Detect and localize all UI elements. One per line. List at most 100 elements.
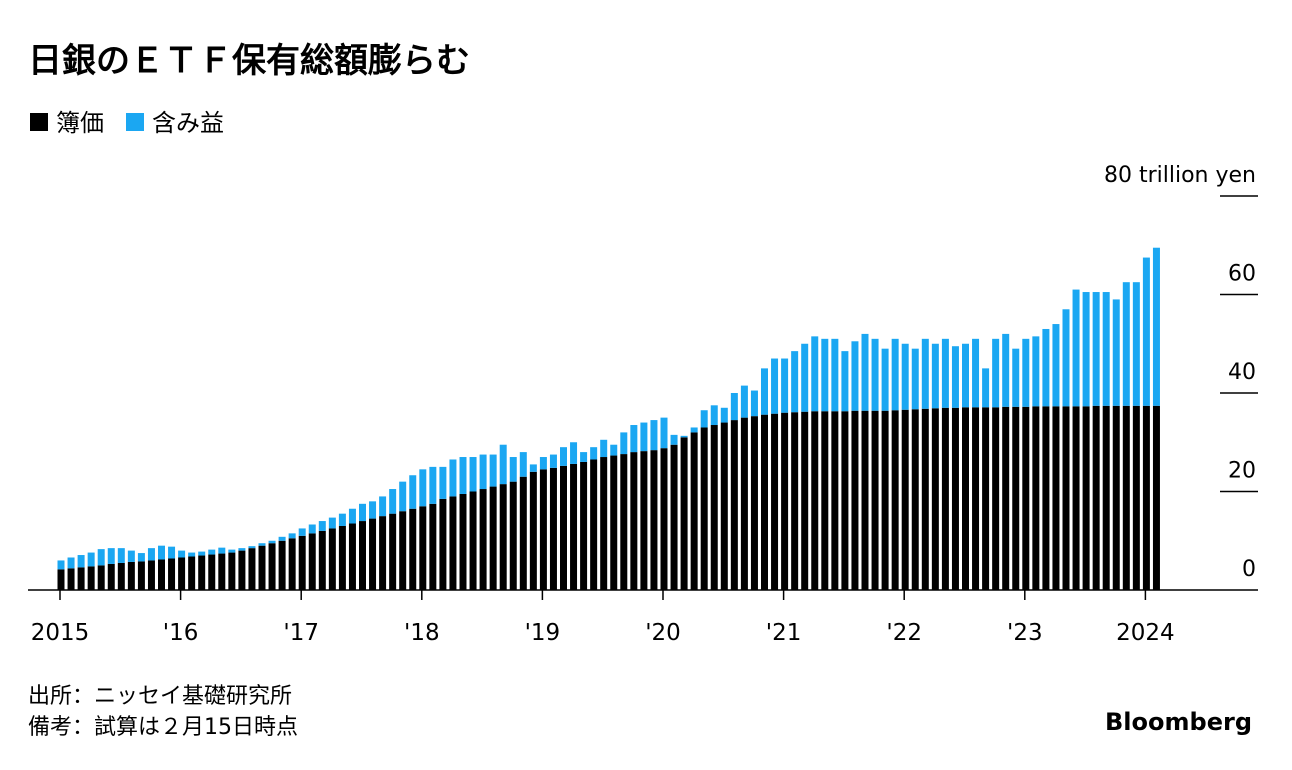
bar-segment — [348, 523, 356, 590]
bar-segment — [600, 439, 608, 458]
bar-segment — [630, 425, 638, 453]
bar-segment — [198, 551, 206, 556]
bar-segment — [359, 503, 366, 522]
bar-segment — [328, 517, 336, 529]
bar-segment — [67, 568, 75, 590]
bar-segment — [1022, 406, 1030, 590]
bar-segment — [951, 407, 959, 590]
bar-segment — [992, 338, 1000, 408]
bar-segment — [1012, 406, 1020, 590]
bar-segment — [439, 466, 447, 499]
bar-segment — [670, 444, 678, 590]
x-tick-label: '18 — [404, 620, 440, 646]
bar-segment — [489, 454, 497, 487]
bar-segment — [891, 410, 899, 590]
bar-segment — [941, 338, 949, 408]
bar-segment — [449, 496, 457, 590]
bar-segment — [228, 552, 236, 590]
bar-segment — [479, 489, 487, 590]
bar-segment — [1002, 406, 1010, 590]
bar-segment — [740, 385, 748, 418]
bar-segment — [841, 351, 849, 412]
bar-segment — [781, 412, 789, 590]
bar-segment — [761, 368, 768, 415]
bar-segment — [580, 461, 588, 590]
bar-segment — [539, 469, 547, 590]
bar-segment — [1102, 405, 1110, 590]
bar-segment — [630, 452, 638, 590]
bar-segment — [660, 417, 668, 449]
bar-segment — [308, 533, 316, 590]
bar-segment — [77, 567, 85, 590]
note: 出所：ニッセイ基礎研究所 — [28, 684, 292, 709]
bar-segment — [359, 521, 366, 590]
chart-title: 日銀のＥＴＦ保有総額膨らむ — [28, 41, 470, 81]
note: 備考：試算は２月15日時点 — [28, 715, 298, 740]
bar-segment — [549, 467, 557, 590]
bar-segment — [801, 411, 809, 590]
bar-segment — [1052, 324, 1060, 407]
bar-segment — [901, 409, 909, 590]
bar-segment — [318, 521, 326, 531]
bar-segment — [338, 525, 346, 590]
bar-segment — [831, 338, 839, 412]
bar-segment — [338, 513, 346, 526]
bar-segment — [610, 455, 618, 590]
bar-segment — [208, 549, 216, 555]
bar-segment — [1112, 299, 1120, 406]
bar-segment — [117, 562, 125, 590]
bar-segment — [1082, 406, 1090, 590]
bar-segment — [771, 413, 779, 590]
bar-segment — [137, 561, 145, 590]
bar-segment — [600, 457, 608, 590]
bar-segment — [750, 416, 758, 590]
bar-segment — [278, 540, 286, 590]
bar-segment — [117, 548, 125, 563]
bar-segment — [1142, 257, 1150, 406]
x-tick-label: 2015 — [31, 620, 90, 646]
bar-segment — [1032, 406, 1040, 590]
y-tick-label: 60 — [1228, 262, 1256, 287]
bar-segment — [288, 533, 296, 539]
bar-segment — [660, 448, 668, 590]
bar-segment — [730, 393, 738, 421]
bar-segment — [962, 407, 969, 590]
x-tick-label: '23 — [1007, 620, 1043, 646]
bar-segment — [640, 451, 648, 590]
bar-segment — [750, 390, 758, 417]
bar-segment — [972, 338, 980, 408]
bar-segment — [1152, 247, 1160, 406]
bar-segment — [720, 407, 728, 423]
bar-segment — [1052, 406, 1060, 590]
bar-segment — [982, 368, 990, 408]
bar-segment — [680, 437, 688, 590]
bar-segment — [238, 548, 246, 551]
bar-segment — [77, 555, 85, 568]
bar-segment — [620, 454, 628, 590]
bar-segment — [992, 407, 1000, 590]
source: Bloomberg — [1105, 708, 1252, 736]
bar-segment — [409, 475, 417, 509]
bar-segment — [107, 548, 115, 564]
bar-segment — [771, 358, 779, 414]
legend: 簿価 含み益 — [30, 109, 224, 137]
legend-swatch — [30, 113, 48, 131]
bar-segment — [1102, 292, 1110, 406]
bar-segment — [560, 447, 567, 466]
bar-segment — [891, 338, 899, 411]
bar-segment — [168, 558, 176, 590]
bar-segment — [680, 435, 688, 438]
bar-segment — [318, 530, 326, 590]
bar-segment — [67, 557, 75, 569]
bar-segment — [1132, 405, 1140, 590]
bar-segment — [931, 343, 939, 409]
bar-segment — [841, 411, 849, 590]
bar-segment — [1092, 292, 1100, 406]
bar-segment — [781, 358, 789, 413]
bar-segment — [1122, 405, 1130, 590]
bar-segment — [198, 555, 206, 590]
bar-segment — [740, 417, 748, 590]
bar-segment — [479, 454, 487, 490]
x-tick-label: 2024 — [1116, 620, 1175, 646]
bar-segment — [57, 569, 65, 590]
